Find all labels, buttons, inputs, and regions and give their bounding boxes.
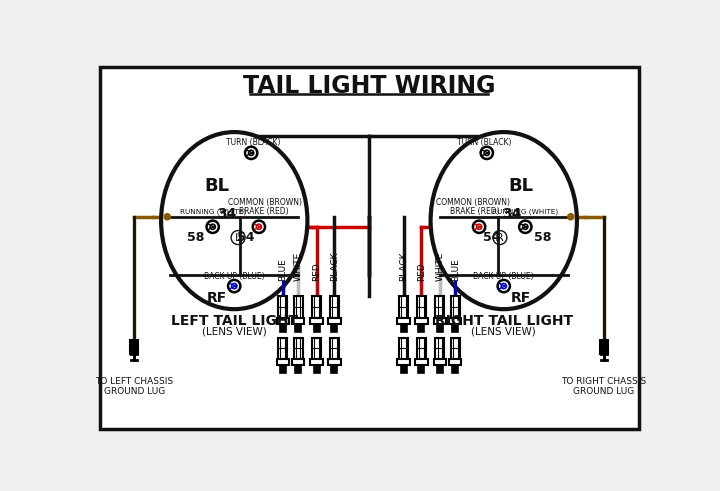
Bar [418,365,425,373]
Bar [278,338,287,359]
Text: R: R [496,233,504,243]
Bar [310,318,323,324]
Bar [451,338,460,359]
Bar [294,338,303,359]
Text: BL: BL [204,177,230,195]
Text: COMMON (BROWN): COMMON (BROWN) [228,198,302,207]
Bar [435,296,444,318]
Bar [310,359,323,365]
Text: 34: 34 [217,208,236,221]
Bar [452,324,459,331]
Text: 54: 54 [483,231,501,244]
Bar [397,359,410,365]
Text: RF: RF [207,291,228,304]
Bar [278,296,287,318]
Text: RUNNING (WHITE): RUNNING (WHITE) [492,208,559,215]
Bar [451,296,460,318]
Text: LEFT TAIL LIGHT: LEFT TAIL LIGHT [171,314,298,327]
Bar [312,296,321,318]
Bar [435,338,444,359]
Bar [331,365,338,373]
Bar [433,359,446,365]
Text: BACK UP (BLUE): BACK UP (BLUE) [474,272,534,280]
Text: BLACK: BLACK [330,251,339,281]
Bar [312,338,321,359]
Circle shape [164,214,171,220]
Bar [292,318,305,324]
Text: COMMON (BROWN): COMMON (BROWN) [436,198,510,207]
Bar [418,324,425,331]
Circle shape [473,220,485,233]
Text: 58: 58 [534,231,551,244]
Bar [397,318,410,324]
Text: TURN (BLACK): TURN (BLACK) [226,137,281,147]
Text: TURN (BLACK): TURN (BLACK) [457,137,512,147]
Text: (LENS VIEW): (LENS VIEW) [472,327,536,336]
Circle shape [245,147,257,159]
Bar [415,318,428,324]
Circle shape [567,214,574,220]
Bar [399,338,408,359]
Bar [328,318,341,324]
Text: RIGHT TAIL LIGHT: RIGHT TAIL LIGHT [435,314,573,327]
Text: TO LEFT CHASSIS
GROUND LUG: TO LEFT CHASSIS GROUND LUG [95,377,174,396]
Text: L: L [235,233,241,243]
Text: TAIL LIGHT WIRING: TAIL LIGHT WIRING [243,74,495,98]
Text: 34: 34 [502,208,521,221]
Bar [433,318,446,324]
Text: BLUE: BLUE [451,258,460,281]
Circle shape [519,220,531,233]
Text: (LENS VIEW): (LENS VIEW) [202,327,266,336]
Bar [400,365,407,373]
Text: RED: RED [417,262,426,281]
Bar [295,365,301,373]
Text: WHITE: WHITE [436,251,444,281]
Bar [276,318,289,324]
Bar [437,324,443,331]
Bar [314,324,320,331]
Text: TO RIGHT CHASSIS
GROUND LUG: TO RIGHT CHASSIS GROUND LUG [562,377,647,396]
Bar [328,359,341,365]
Bar [330,296,339,318]
Circle shape [481,147,493,159]
Bar [437,365,443,373]
Bar [292,359,305,365]
Text: BACK UP (BLUE): BACK UP (BLUE) [204,272,264,280]
Bar [279,365,286,373]
Circle shape [498,280,510,292]
Bar [331,324,338,331]
Text: RF: RF [510,291,531,304]
Bar [294,296,303,318]
Ellipse shape [161,132,307,309]
Bar [276,359,289,365]
Bar [417,296,426,318]
Bar [314,365,320,373]
Bar [415,359,428,365]
Circle shape [253,220,265,233]
Text: BLUE: BLUE [278,258,287,281]
Text: 58: 58 [187,231,204,244]
Text: BRAKE (RED): BRAKE (RED) [239,207,288,216]
Text: RED: RED [312,262,321,281]
Circle shape [207,220,219,233]
Bar [399,296,408,318]
Bar [130,340,138,354]
Text: RUNNING (WHITE): RUNNING (WHITE) [179,208,246,215]
Bar [452,365,459,373]
Bar [330,338,339,359]
Bar [417,338,426,359]
Bar [449,318,462,324]
Text: BRAKE (RED): BRAKE (RED) [450,207,499,216]
Circle shape [228,280,240,292]
Text: BL: BL [508,177,534,195]
Bar [400,324,407,331]
Text: BLACK: BLACK [399,251,408,281]
Text: WHITE: WHITE [294,251,302,281]
Ellipse shape [431,132,577,309]
Bar [295,324,301,331]
Bar [600,340,608,354]
Text: 54: 54 [237,231,255,244]
Bar [449,359,462,365]
Bar [279,324,286,331]
